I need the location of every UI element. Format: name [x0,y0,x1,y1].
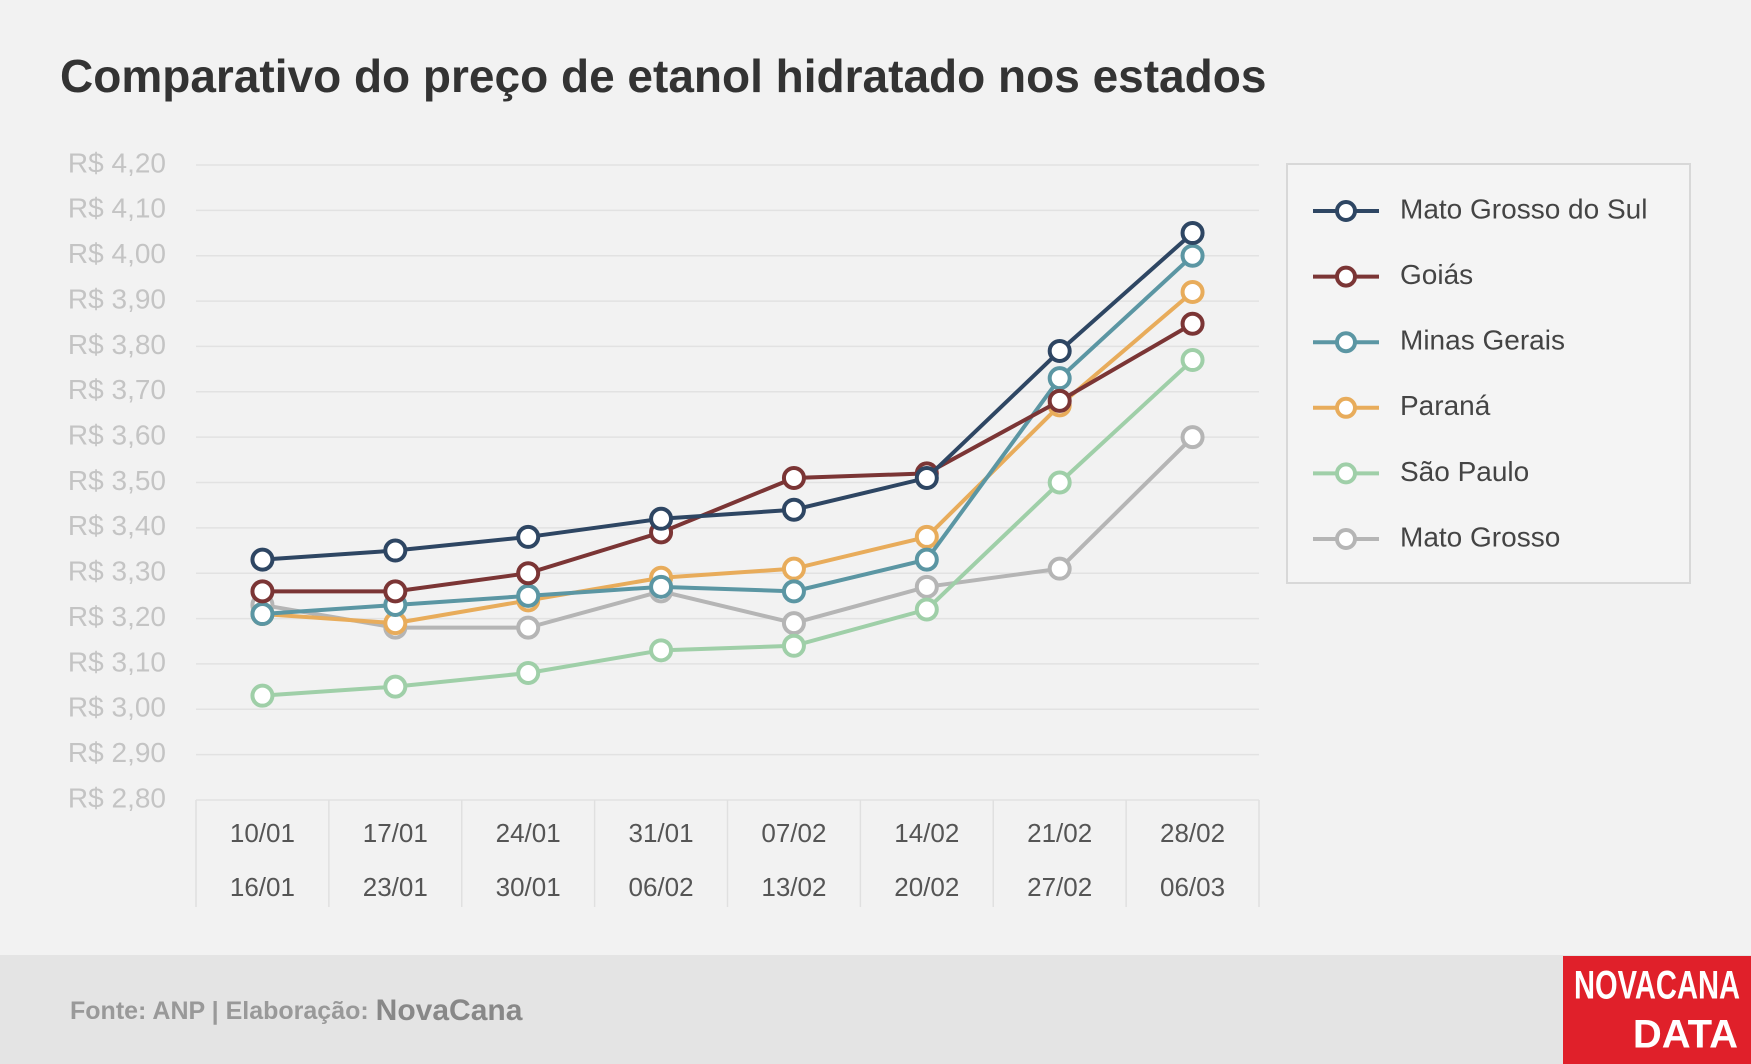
x-tick-label: 06/03 [1160,872,1225,902]
legend-box [1286,163,1691,584]
point [516,583,541,608]
series-line [262,290,1194,626]
source: Fonte: ANP | Elaboração: [70,997,369,1025]
footer-source: Fonte: ANP | Elaboração: NovaCana [70,994,523,1027]
legend-marker [1335,331,1357,354]
legend-marker [1335,200,1357,222]
point [914,597,939,622]
point [383,579,408,604]
point [914,547,939,572]
x-tick-label: 14/02 [894,818,959,848]
y-tick-label: R$ 3,70 [68,374,166,405]
x-tick-label: 17/01 [363,818,428,848]
point [649,638,674,663]
point [781,497,806,522]
point [1047,388,1072,413]
legend-marker [1335,265,1357,288]
point [516,661,541,685]
x-tick-label: 16/01 [230,872,295,902]
y-tick-label: R$ 3,80 [68,329,166,360]
point [250,602,275,627]
x-tick-label: 06/02 [629,872,694,902]
y-tick-label: R$ 3,00 [68,692,166,723]
legend-label: Mato Grosso do Sul [1400,193,1647,224]
point [781,611,806,636]
point [914,574,939,599]
y-tick-label: R$ 3,50 [68,465,166,496]
point [1180,425,1205,450]
point [1180,311,1205,336]
x-tick-label: 13/02 [761,872,826,902]
logo [1563,956,1751,1064]
y-tick-label: R$ 3,90 [68,283,166,314]
x-tick-label: 27/02 [1027,872,1092,902]
series-line [262,358,1194,698]
point [383,538,408,563]
y-tick-label: R$ 4,20 [68,147,166,178]
x-tick-label: 10/01 [230,818,295,848]
legend-marker [1335,462,1357,485]
legend-label: Mato Grosso [1400,521,1560,552]
point [914,465,939,490]
y-tick-label: R$ 2,80 [68,782,166,813]
x-tick-label: 31/01 [629,818,694,848]
point [1180,221,1205,246]
point [1180,280,1205,304]
point [250,683,275,708]
point [781,465,806,490]
y-tick-label: R$ 3,30 [68,556,166,587]
x-tick-label: 23/01 [363,872,428,902]
point [781,556,806,581]
x-tick-label: 24/01 [496,818,561,848]
series-line [262,254,1194,617]
point [1047,556,1072,581]
y-tick-label: R$ 4,10 [68,193,166,224]
point [250,579,275,604]
x-tick-label: 21/02 [1027,818,1092,848]
logo-line2: DATA [1633,1013,1738,1057]
y-tick-label: R$ 3,40 [68,510,166,541]
point [1047,338,1072,363]
point [1180,243,1205,268]
brand: NovaCana [376,994,523,1027]
legend-marker [1335,396,1357,419]
point [516,561,541,586]
y-tick-label: R$ 3,60 [68,420,166,451]
series-line [262,435,1194,630]
y-tick-label: R$ 3,20 [68,601,166,632]
point [383,674,408,699]
point [1180,348,1205,373]
x-tick-label: 20/02 [894,872,959,902]
point [250,547,275,572]
x-tick-label: 07/02 [761,818,826,848]
chart-title: Comparativo do preço de etanol hidratado… [60,50,1266,102]
series-line [262,231,1194,562]
logo-line1: NOVACANA [1574,964,1740,1008]
point [649,574,674,599]
x-tick-label: 28/02 [1160,818,1225,848]
legend-label: São Paulo [1400,456,1529,487]
point [781,633,806,658]
legend-marker [1335,528,1357,550]
series-line [262,322,1194,594]
footer-band [0,955,1751,1064]
y-tick-label: R$ 3,10 [68,646,166,677]
point [781,579,806,604]
y-tick-label: R$ 2,90 [68,737,166,768]
point [1047,366,1072,391]
legend-label: Minas Gerais [1400,325,1565,356]
y-tick-label: R$ 4,00 [68,238,166,269]
legend-label: Goiás [1400,259,1473,290]
point [516,615,541,640]
point [914,524,939,549]
point [649,506,674,531]
point [516,524,541,549]
point [1047,470,1072,495]
x-tick-label: 30/01 [496,872,561,902]
legend-label: Paraná [1400,390,1491,421]
